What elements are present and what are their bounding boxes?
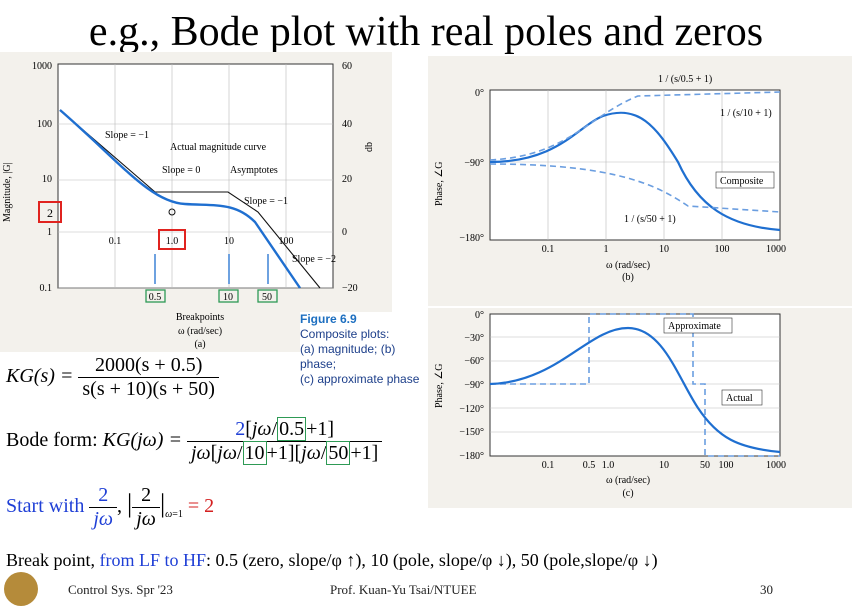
magnitude-plot-panel: 1000 100 10 1 0.1 60 40 20 0 −20 db Magn…: [0, 52, 392, 352]
bode-label: Bode form:: [6, 429, 103, 452]
break-blue: from LF to HF: [99, 550, 206, 570]
start-label: Start with: [6, 495, 85, 518]
asymptotes-label: Asymptotes: [230, 165, 278, 176]
phase-c-tick-m180: −180°: [459, 451, 484, 462]
caption-line-2: (a) magnitude; (b) phase;: [300, 342, 396, 371]
phase-c-tick-m120: −120°: [459, 404, 484, 415]
caption-line-3: (c) approximate phase: [300, 372, 420, 386]
panel-label-b: (b): [622, 272, 634, 283]
phase-b-x-label: ω (rad/sec): [606, 260, 650, 271]
footer-left: Control Sys. Spr '23: [68, 582, 173, 597]
slope-m1-left: Slope = −1: [105, 130, 149, 141]
phase-plot-c: 0° −30° −60° −90° −120° −150° −180° Phas…: [434, 310, 786, 499]
phase-b-x-100: 100: [715, 244, 730, 255]
breakpoint-description: Break point, from LF to HF: 0.5 (zero, s…: [6, 550, 658, 571]
slope-0-label: Slope = 0: [162, 165, 200, 176]
phase-c-x-1000: 1000: [766, 460, 786, 471]
page-number: 30: [760, 582, 773, 597]
actual-curve-label: Actual magnitude curve: [170, 142, 267, 153]
start-result: = 2: [187, 495, 215, 518]
kg-lhs: KG(s) =: [6, 365, 74, 388]
label-zero-term: 1 / (s/0.5 + 1): [658, 74, 712, 85]
db-tick-60: 60: [342, 61, 352, 72]
phase-b-tick-m180: −180°: [459, 233, 484, 244]
mag-tick-100: 100: [37, 119, 52, 130]
bode-lhs: KG(jω) =: [102, 429, 182, 452]
figure-caption: Figure 6.9 Composite plots: (a) magnitud…: [300, 312, 428, 387]
university-logo: [4, 572, 38, 606]
phase-c-tick-m30: −30°: [464, 333, 484, 344]
phase-c-x-0-1: 0.1: [542, 460, 555, 471]
magnitude-plot: 1000 100 10 1 0.1 60 40 20 0 −20 db Magn…: [2, 61, 375, 350]
db-axis-label: db: [364, 142, 375, 152]
phase-b-axis-label: Phase, ∠G: [434, 161, 445, 206]
mag-x-axis-label: ω (rad/sec): [178, 326, 222, 337]
slope-m2-label: Slope = −2: [292, 254, 336, 265]
phase-c-x-10: 10: [659, 460, 669, 471]
db-tick-20: 20: [342, 174, 352, 185]
phase-b-tick-m90: −90°: [464, 158, 484, 169]
breakpoint-0-5: 0.5: [149, 292, 162, 303]
panel-label-c: (c): [622, 488, 633, 499]
mag-x-tick-100: 100: [279, 236, 294, 247]
break-prefix: Break point,: [6, 550, 100, 570]
phase-c-axis-label: Phase, ∠G: [434, 363, 445, 408]
phase-b-tick-0: 0°: [475, 88, 484, 99]
label-composite: Composite: [720, 176, 764, 187]
transfer-function: KG(s) = 2000(s + 0.5) s(s + 10)(s + 50): [6, 354, 219, 401]
panel-label-a: (a): [194, 339, 205, 350]
breakpoint-50: 50: [262, 292, 272, 303]
phase-b-x-0-1: 0.1: [542, 244, 555, 255]
label-pole50-term: 1 / (s/50 + 1): [624, 214, 676, 225]
mag-x-tick-10: 10: [224, 236, 234, 247]
phase-c-tick-m150: −150°: [459, 427, 484, 438]
slope-m1-right: Slope = −1: [244, 196, 288, 207]
phase-c-x-50: 50: [700, 460, 710, 471]
mag-tick-10: 10: [42, 174, 52, 185]
db-tick-0: 0: [342, 227, 347, 238]
caption-line-1: Composite plots:: [300, 327, 390, 341]
mag-tick-1000: 1000: [32, 61, 52, 72]
mag-axis-label: Magnitude, |G|: [2, 162, 13, 222]
boxed-frequency: 1.0: [166, 236, 179, 247]
mag-x-tick-0-1: 0.1: [109, 236, 122, 247]
db-tick-m20: −20: [342, 283, 358, 294]
phase-plot-b: 0° −90° −180° Phase, ∠G 0.1 1 10 100 100…: [434, 74, 786, 283]
breakpoints-label: Breakpoints: [176, 312, 224, 323]
phase-b-x-1000: 1000: [766, 244, 786, 255]
slide-title: e.g., Bode plot with real poles and zero…: [88, 9, 764, 55]
phase-c-x-0-5: 0.5: [583, 460, 596, 471]
phase-c-tick-m60: −60°: [464, 356, 484, 367]
start-with: Start with 2 jω, | 2 jω |ω=1 = 2: [6, 484, 215, 530]
bode-form: Bode form: KG(jω) = 2[jω/0.5 +1] jω[jω/10…: [6, 417, 383, 465]
break-rest: : 0.5 (zero, slope/φ ↑), 10 (pole, slope…: [206, 550, 658, 570]
kg-denominator: s(s + 10)(s + 50): [82, 378, 215, 400]
phase-c-x-100: 100: [719, 460, 734, 471]
phase-c-tick-0: 0°: [475, 310, 484, 321]
mag-tick-0-1: 0.1: [40, 283, 53, 294]
db-tick-40: 40: [342, 119, 352, 130]
phase-c-x-1-0: 1.0: [602, 460, 615, 471]
phase-b-x-1: 1: [604, 244, 609, 255]
breakpoint-10: 10: [223, 292, 233, 303]
label-actual: Actual: [726, 393, 753, 404]
label-pole10-term: 1 / (s/10 + 1): [720, 108, 772, 119]
label-approximate: Approximate: [668, 321, 721, 332]
phase-c-tick-m90: −90°: [464, 380, 484, 391]
phase-plot-b-panel: 0° −90° −180° Phase, ∠G 0.1 1 10 100 100…: [428, 56, 852, 306]
boxed-magnitude: 2: [47, 206, 53, 220]
phase-c-x-label: ω (rad/sec): [606, 475, 650, 486]
phase-plot-c-panel: 0° −30° −60° −90° −120° −150° −180° Phas…: [428, 308, 852, 508]
figure-number: Figure 6.9: [300, 312, 357, 326]
mag-tick-1: 1: [47, 227, 52, 238]
kg-numerator: 2000(s + 0.5): [78, 354, 219, 378]
phase-b-x-10: 10: [659, 244, 669, 255]
footer-center: Prof. Kuan-Yu Tsai/NTUEE: [330, 582, 477, 597]
